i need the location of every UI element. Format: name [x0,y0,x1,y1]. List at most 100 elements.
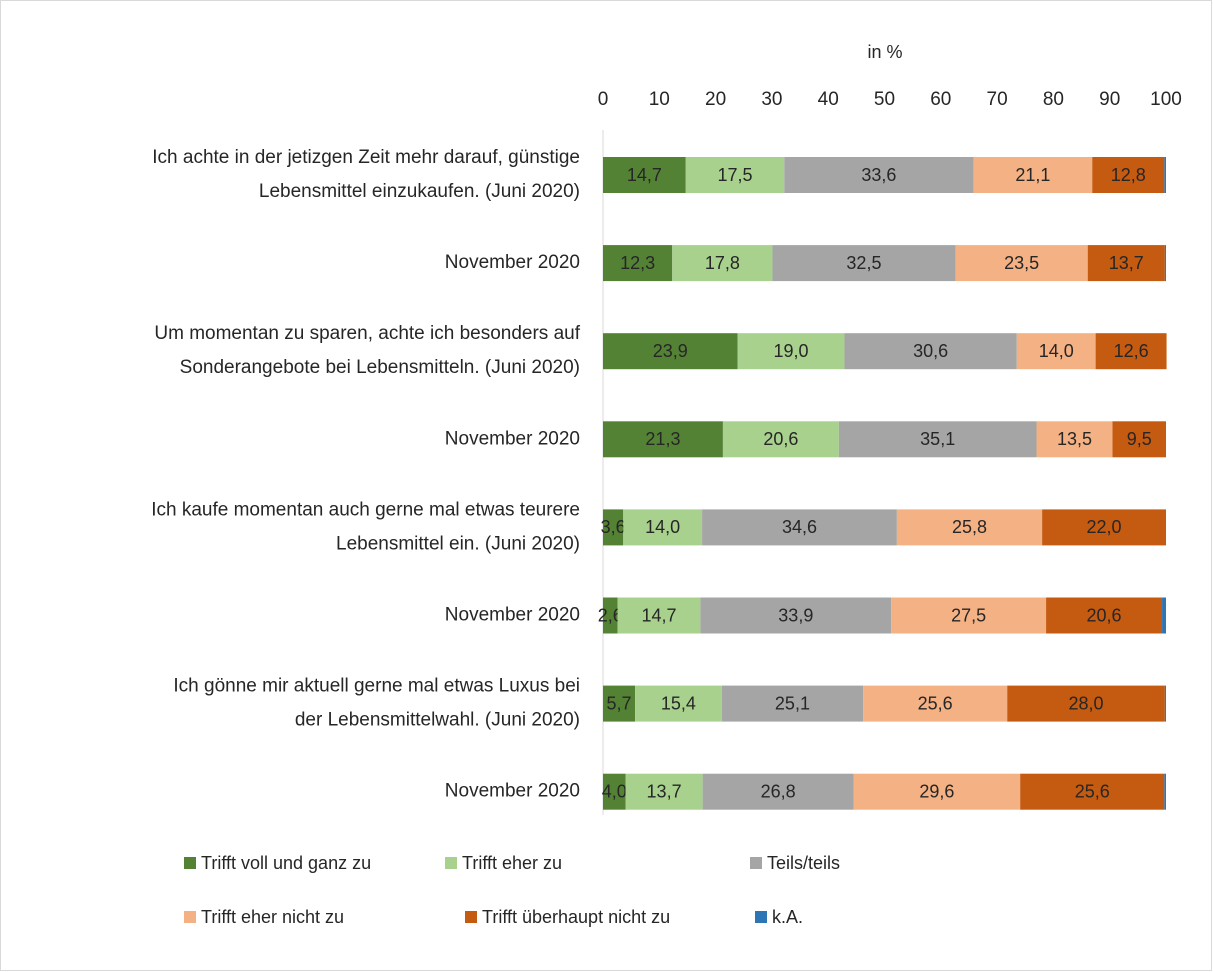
x-tick-label: 60 [930,89,951,110]
value-label: 12,3 [620,253,655,273]
bar-segment [1095,333,1167,370]
bar-segment [838,421,1037,458]
value-label: 2,6 [598,605,623,625]
x-tick-label: 20 [705,89,726,110]
bar-segment [784,157,974,193]
bar-segment [603,685,636,722]
value-label: 22,0 [1087,517,1122,537]
legend-swatch [184,911,196,923]
value-label: 25,1 [775,693,810,713]
value-label: 29,6 [919,781,954,801]
x-tick-label: 100 [1150,89,1182,110]
bar-segment [1042,509,1166,546]
category-label: Ich gönne mir aktuell gerne mal etwas Lu… [173,676,580,697]
category-label: November 2020 [445,781,580,802]
bar-segment [1162,597,1166,634]
bar-segment [955,245,1088,282]
value-label: 12,8 [1111,165,1146,185]
value-label: 27,5 [951,605,986,625]
x-tick-label: 10 [649,89,670,110]
legend-label: Teils/teils [767,853,840,873]
value-label: 9,5 [1127,429,1152,449]
bar-segment [973,157,1093,193]
legend-swatch [755,911,767,923]
value-label: 25,8 [952,517,987,537]
bar-segment [1016,333,1096,370]
bar-segment [635,685,722,722]
value-label: 20,6 [1087,605,1122,625]
value-label: 3,6 [601,517,626,537]
x-tick-label: 30 [761,89,782,110]
category-label: Um momentan zu sparen, achte ich besonde… [154,323,580,344]
value-label: 5,7 [607,693,632,713]
value-label: 12,6 [1114,341,1149,361]
category-label: November 2020 [445,605,580,626]
value-label: 30,6 [913,341,948,361]
bar-segment [896,509,1043,546]
bar-segment [722,421,839,458]
value-label: 17,5 [718,165,753,185]
axis-title: in % [867,42,902,62]
bar-segment [603,773,626,810]
category-label: Ich achte in der jetizgen Zeit mehr dara… [152,147,580,168]
value-label: 17,8 [705,253,740,273]
legend-swatch [750,857,762,869]
legend-swatch [465,911,477,923]
bar-segment [1036,421,1113,458]
value-label: 4,0 [602,781,627,801]
bar-segment [1112,421,1166,458]
bar-segment [623,509,703,546]
value-label: 33,9 [778,605,813,625]
category-label: November 2020 [445,428,580,449]
bar-segment [1087,245,1165,282]
value-label: 25,6 [918,693,953,713]
bar-segment [625,773,703,810]
category-label: Lebensmittel ein. (Juni 2020) [336,533,580,554]
bar-segment [603,245,673,282]
bar-segment [1164,685,1166,722]
value-label: 14,7 [627,165,662,185]
legend-swatch [184,857,196,869]
value-label: 15,4 [661,693,696,713]
x-tick-label: 80 [1043,89,1064,110]
bar-segment [702,509,897,546]
value-label: 13,7 [647,781,682,801]
category-label: November 2020 [445,252,580,273]
bar-segment [603,333,738,370]
bar-segment [685,157,785,193]
category-label: Sonderangebote bei Lebensmitteln. (Juni … [180,357,580,378]
value-label: 26,8 [761,781,796,801]
value-label: 35,1 [920,429,955,449]
legend-label: k.A. [772,907,803,927]
category-label: Lebensmittel einzukaufen. (Juni 2020) [259,181,580,202]
value-label: 21,3 [645,429,680,449]
bar-segment [863,685,1008,722]
x-tick-label: 70 [987,89,1008,110]
bar-segment [672,245,773,282]
legend-label: Trifft überhaupt nicht zu [482,907,670,927]
bar-segment [603,509,624,546]
bar-segment [737,333,845,370]
legend-label: Trifft eher nicht zu [201,907,344,927]
bar-segment [853,773,1021,810]
legend-label: Trifft eher zu [462,853,562,873]
value-label: 13,7 [1109,253,1144,273]
value-label: 33,6 [861,165,896,185]
category-label: Ich kaufe momentan auch gerne mal etwas … [151,499,580,520]
x-tick-label: 40 [818,89,839,110]
legend-label: Trifft voll und ganz zu [201,853,371,873]
x-tick-label: 90 [1099,89,1120,110]
value-label: 14,0 [645,517,680,537]
value-label: 21,1 [1015,165,1050,185]
value-label: 14,0 [1039,341,1074,361]
value-label: 20,6 [763,429,798,449]
bar-segment [1007,685,1165,722]
x-tick-label: 50 [874,89,895,110]
value-label: 19,0 [774,341,809,361]
category-label: der Lebensmittelwahl. (Juni 2020) [295,710,580,731]
value-label: 32,5 [846,253,881,273]
bar-segment [702,773,854,810]
value-label: 25,6 [1075,781,1110,801]
